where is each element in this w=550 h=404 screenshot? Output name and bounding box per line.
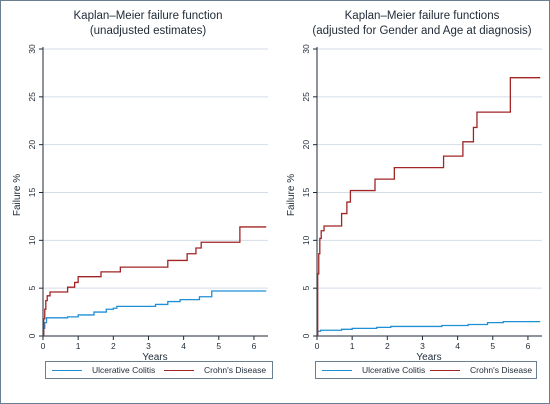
y-tick-label: 25 [27, 92, 37, 102]
y-tick-label: 20 [301, 140, 311, 150]
legend-item-crohns-disease: Crohn's Disease [164, 362, 266, 378]
legend-item-crohns-disease: Crohn's Disease [430, 362, 532, 378]
chart-panel-adjusted: Kaplan–Meier failure functions (adjusted… [277, 3, 547, 361]
x-tick-label: 5 [216, 341, 221, 351]
chart-subtitle: (unadjusted estimates) [90, 25, 207, 37]
legend-label: Crohn's Disease [204, 365, 267, 375]
x-tick-label: 3 [420, 341, 425, 351]
series-line-crohns-disease [43, 226, 267, 337]
legend-swatch-ulcerative-colitis [322, 369, 352, 371]
series-line-ulcerative-colitis [317, 321, 541, 337]
series-line-crohns-disease [317, 77, 541, 337]
series-line-ulcerative-colitis [43, 290, 267, 337]
chart-title: Kaplan–Meier failure functions [345, 10, 500, 22]
legend-item-ulcerative-colitis: Ulcerative Colitis [52, 362, 155, 378]
y-tick-label: 10 [27, 235, 37, 245]
km-chart-adjusted: Kaplan–Meier failure functions (adjusted… [286, 10, 542, 361]
y-tick-label: 30 [27, 44, 37, 54]
legend-label: Ulcerative Colitis [92, 365, 156, 375]
y-axis-label: Failure % [286, 174, 297, 216]
x-tick-label: 4 [455, 341, 460, 351]
x-tick-label: 0 [315, 341, 320, 351]
y-tick-label: 5 [301, 286, 311, 291]
x-axis-label: Years [416, 352, 441, 361]
y-tick-label: 25 [301, 92, 311, 102]
y-tick-label: 30 [301, 44, 311, 54]
x-tick-label: 2 [111, 341, 116, 351]
x-tick-label: 1 [76, 341, 81, 351]
y-tick-label: 15 [301, 188, 311, 198]
x-axis-label: Years [142, 352, 167, 361]
legend-swatch-crohns-disease [164, 369, 194, 371]
y-tick-label: 20 [27, 140, 37, 150]
y-tick-label: 15 [27, 188, 37, 198]
x-tick-label: 3 [146, 341, 151, 351]
x-tick-label: 5 [490, 341, 495, 351]
y-tick-label: 5 [27, 286, 37, 291]
legend-swatch-ulcerative-colitis [52, 369, 82, 371]
chart-panel-unadjusted: Kaplan–Meier failure function (unadjuste… [3, 3, 273, 361]
chart-title: Kaplan–Meier failure function [74, 10, 223, 22]
y-tick-label: 0 [27, 333, 37, 338]
x-tick-label: 6 [252, 341, 257, 351]
legend-swatch-crohns-disease [430, 369, 460, 371]
legend-unadjusted: Ulcerative Colitis Crohn's Disease [45, 361, 273, 379]
legend-item-ulcerative-colitis: Ulcerative Colitis [322, 362, 425, 378]
chart-subtitle: (adjusted for Gender and Age at diagnosi… [312, 25, 531, 37]
y-tick-label: 0 [301, 333, 311, 338]
y-axis-label: Failure % [12, 174, 23, 216]
legend-label: Ulcerative Colitis [362, 365, 426, 375]
x-tick-label: 2 [385, 341, 390, 351]
legend-adjusted: Ulcerative Colitis Crohn's Disease [315, 361, 537, 379]
y-tick-label: 10 [301, 235, 311, 245]
km-chart-unadjusted: Kaplan–Meier failure function (unadjuste… [12, 10, 268, 361]
legend-label: Crohn's Disease [470, 365, 533, 375]
x-tick-label: 6 [526, 341, 531, 351]
x-tick-label: 0 [41, 341, 46, 351]
x-tick-label: 1 [350, 341, 355, 351]
x-tick-label: 4 [181, 341, 186, 351]
